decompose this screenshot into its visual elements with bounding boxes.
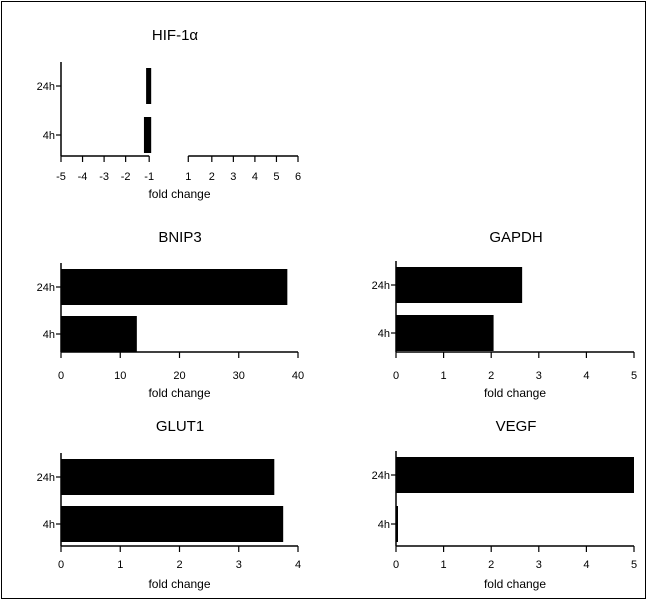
x-axis-label: fold change <box>484 386 546 400</box>
x-tick-label: 4 <box>295 559 301 571</box>
bar-4h <box>396 506 398 542</box>
x-tick-label: 30 <box>233 370 245 382</box>
y-tick-label: 4h <box>378 519 390 531</box>
x-tick-label: 2 <box>488 370 494 382</box>
x-tick-label: -1 <box>144 171 154 183</box>
chart-vegf: VEGF 0 1 2 3 4 5 fold change 24h 4h <box>372 418 637 591</box>
y-tick-label: 4h <box>43 130 55 142</box>
chart-title: VEGF <box>496 418 537 435</box>
x-tick-label: 6 <box>295 171 301 183</box>
y-tick-label: 24h <box>37 472 55 484</box>
bar-4h <box>396 315 494 351</box>
chart-gapdh: GAPDH 0 1 2 3 4 5 fold change 24h 4h <box>372 229 637 400</box>
x-tick-label: 0 <box>58 559 64 571</box>
chart-title: BNIP3 <box>158 229 201 246</box>
x-tick-label: 4 <box>252 171 258 183</box>
bar-24h <box>61 269 288 305</box>
x-tick-label: 5 <box>631 559 637 571</box>
x-tick-label: 2 <box>176 559 182 571</box>
x-tick-label: 4 <box>583 370 589 382</box>
x-tick-label: 3 <box>536 370 542 382</box>
y-tick-label: 24h <box>372 470 390 482</box>
chart-title: GLUT1 <box>156 418 204 435</box>
y-tick-label: 24h <box>37 282 55 294</box>
x-tick-label: 10 <box>114 370 126 382</box>
y-tick-label: 4h <box>43 519 55 531</box>
x-tick-label: -2 <box>121 171 131 183</box>
x-tick-label: 1 <box>441 370 447 382</box>
chart-hif1a: HIF-1α -5 -4 -3 -2 -1 1 2 3 4 5 6 fold change 24h 4h <box>37 27 301 201</box>
y-tick-label: 4h <box>378 328 390 340</box>
bar-24h <box>61 459 275 495</box>
bar-24h <box>146 68 152 104</box>
x-tick-label: 0 <box>393 370 399 382</box>
x-tick-label: 3 <box>536 559 542 571</box>
x-tick-label: -5 <box>56 171 66 183</box>
chart-glut1: GLUT1 0 1 2 3 4 fold change 24h 4h <box>37 418 301 591</box>
bar-4h <box>61 506 284 542</box>
x-tick-label: 0 <box>58 370 64 382</box>
x-tick-label: -3 <box>99 171 109 183</box>
x-tick-label: 2 <box>488 559 494 571</box>
chart-title: HIF-1α <box>152 27 199 44</box>
x-tick-label: 3 <box>236 559 242 571</box>
x-tick-label: 2 <box>209 171 215 183</box>
x-tick-label: 1 <box>117 559 123 571</box>
y-tick-label: 24h <box>37 81 55 93</box>
x-tick-label: 0 <box>393 559 399 571</box>
x-tick-label: 5 <box>273 171 279 183</box>
bar-4h <box>61 316 137 352</box>
bar-24h <box>396 457 634 493</box>
x-axis-label: fold change <box>484 577 546 591</box>
x-tick-label: 40 <box>292 370 304 382</box>
x-tick-label: -4 <box>78 171 88 183</box>
y-tick-label: 24h <box>372 280 390 292</box>
chart-bnip3: BNIP3 0 10 20 30 40 fold change 24h 4h <box>37 229 304 400</box>
x-tick-label: 20 <box>173 370 185 382</box>
y-tick-label: 4h <box>43 329 55 341</box>
x-axis-label: fold change <box>148 386 210 400</box>
bar-24h <box>396 267 523 303</box>
x-tick-label: 4 <box>583 559 589 571</box>
chart-title: GAPDH <box>489 229 542 246</box>
x-tick-label: 1 <box>185 171 191 183</box>
x-tick-label: 1 <box>441 559 447 571</box>
x-tick-label: 5 <box>631 370 637 382</box>
x-axis-label: fold change <box>148 187 210 201</box>
bar-4h <box>143 117 152 153</box>
x-axis-label: fold change <box>148 577 210 591</box>
x-tick-label: 3 <box>230 171 236 183</box>
